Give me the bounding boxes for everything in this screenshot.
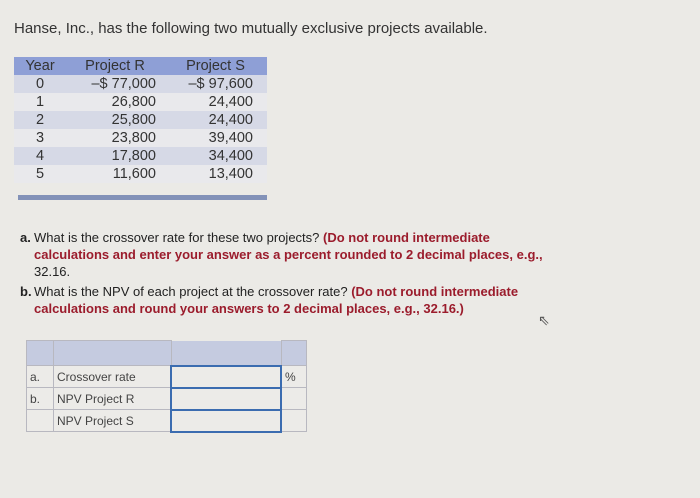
project-s-cell: –$ 97,600 (164, 75, 267, 93)
project-r-cell: 11,600 (66, 165, 164, 183)
answer-input-cell (170, 386, 284, 411)
answer-input-cell (170, 364, 284, 389)
part-label: b. (26, 387, 54, 410)
project-s-cell: 24,400 (164, 111, 267, 129)
project-s-cell: 13,400 (164, 165, 267, 183)
unit-label: % (280, 365, 307, 388)
year-cell: 4 (14, 147, 66, 165)
answer-table: a. Crossover rate % b. NPV Project R NPV … (26, 340, 307, 433)
intro-text: Hanse, Inc., has the following two mutua… (14, 20, 488, 37)
cash-flow-row: 5 11,600 13,400 (14, 165, 267, 183)
answer-input[interactable] (172, 410, 284, 431)
answer-label: NPV Project R (53, 387, 172, 410)
answer-input-cell (170, 408, 284, 433)
year-cell: 5 (14, 165, 66, 183)
cash-flow-row: 4 17,800 34,400 (14, 147, 267, 165)
year-cell: 3 (14, 129, 66, 147)
question-a: a. What is the crossover rate for these t… (20, 230, 543, 279)
part-label: a. (26, 365, 54, 388)
answer-row: b. NPV Project R (26, 386, 307, 411)
unit-label (280, 387, 307, 410)
answer-row: a. Crossover rate % (26, 364, 307, 389)
answer-input[interactable] (172, 366, 284, 387)
unit-label (280, 409, 307, 432)
project-r-cell: –$ 77,000 (66, 75, 164, 93)
header-project-r: Project R (66, 57, 164, 75)
year-cell: 0 (14, 75, 66, 93)
project-r-cell: 23,800 (66, 129, 164, 147)
table-divider (18, 195, 267, 200)
answer-input[interactable] (172, 388, 284, 409)
project-s-cell: 39,400 (164, 129, 267, 147)
project-s-cell: 34,400 (164, 147, 267, 165)
answer-label: Crossover rate (53, 365, 172, 388)
year-cell: 2 (14, 111, 66, 129)
header-year: Year (14, 57, 66, 75)
project-r-cell: 17,800 (66, 147, 164, 165)
question-b: b. What is the NPV of each project at the… (20, 284, 519, 316)
year-cell: 1 (14, 93, 66, 111)
mouse-cursor-icon: ⇖ (538, 312, 550, 328)
cash-flow-table: Year Project R Project S 0 –$ 77,000 –$ 97… (14, 57, 267, 183)
cash-flow-row: 1 26,800 24,400 (14, 93, 267, 111)
cash-flow-row: 3 23,800 39,400 (14, 129, 267, 147)
cash-flow-row: 2 25,800 24,400 (14, 111, 267, 129)
project-r-cell: 26,800 (66, 93, 164, 111)
header-project-s: Project S (164, 57, 267, 75)
answer-row: NPV Project S (26, 408, 307, 433)
project-r-cell: 25,800 (66, 111, 164, 129)
project-s-cell: 24,400 (164, 93, 267, 111)
cash-flow-row: 0 –$ 77,000 –$ 97,600 (14, 75, 267, 93)
part-label (26, 409, 54, 432)
answer-label: NPV Project S (53, 409, 172, 432)
